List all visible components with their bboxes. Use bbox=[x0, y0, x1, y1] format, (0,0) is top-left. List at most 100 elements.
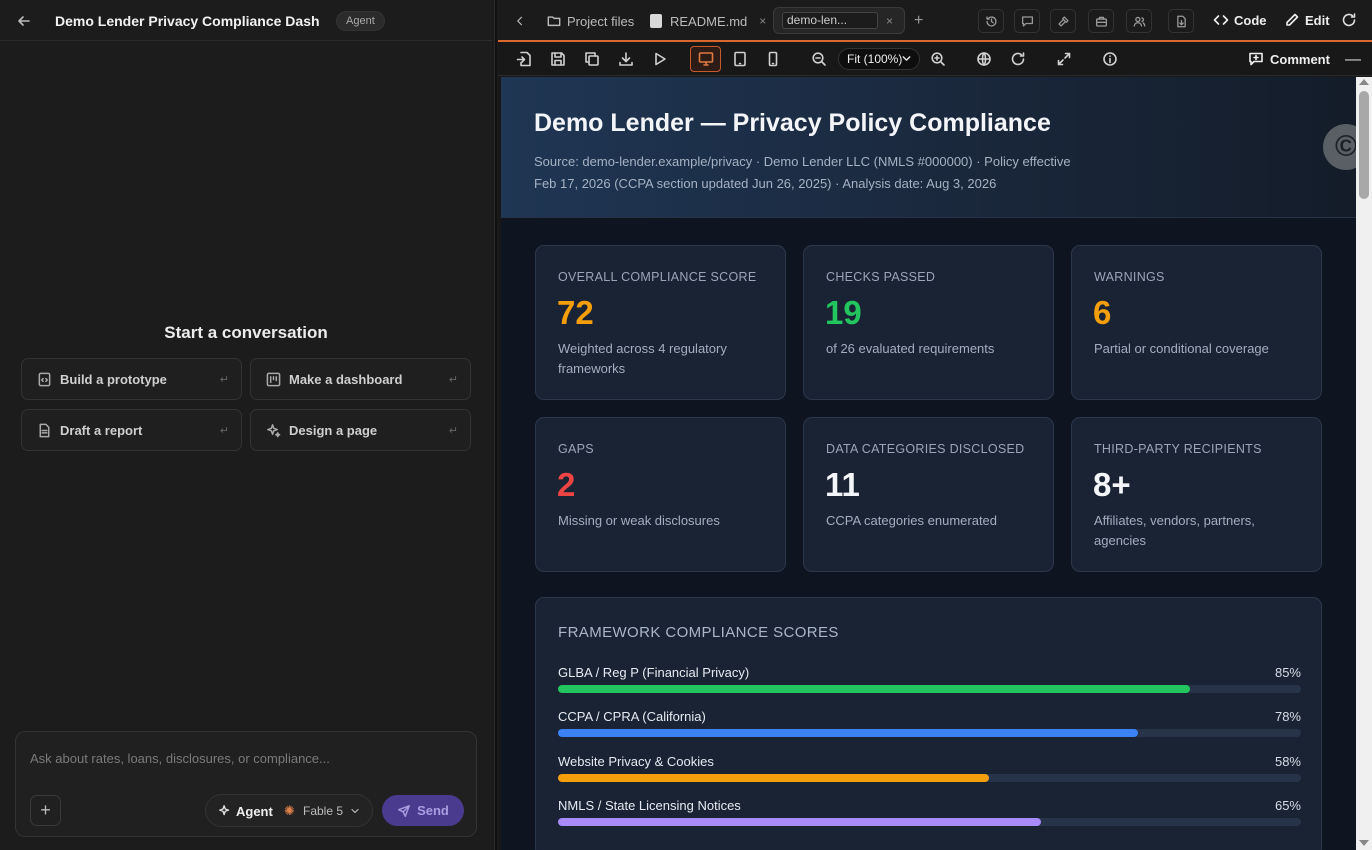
folder-icon bbox=[547, 14, 561, 28]
framework-name: Website Privacy & Cookies bbox=[558, 754, 714, 769]
import-file-icon[interactable] bbox=[515, 50, 533, 68]
kpi-card-third-party-recipients: THIRD-PARTY RECIPIENTS 8+ Affiliates, ve… bbox=[1071, 417, 1322, 572]
minimize-icon[interactable]: — bbox=[1345, 51, 1361, 68]
chevron-down-icon bbox=[349, 805, 361, 817]
globe-icon[interactable] bbox=[975, 50, 993, 68]
agent-model-selector[interactable]: Agent ✺ Fable 5 bbox=[205, 794, 373, 827]
document-icon bbox=[37, 423, 52, 438]
code-label: Code bbox=[1234, 12, 1267, 28]
tab-readme[interactable]: README.md × bbox=[650, 10, 766, 32]
close-icon[interactable]: × bbox=[886, 13, 894, 28]
kpi-value: 8+ bbox=[1093, 466, 1131, 503]
sparkle-icon bbox=[266, 423, 281, 438]
kpi-value: 19 bbox=[825, 294, 862, 331]
preview-scrollbar[interactable] bbox=[1356, 77, 1372, 850]
play-icon[interactable] bbox=[651, 50, 669, 68]
suggestion-label: Draft a report bbox=[60, 423, 143, 438]
scroll-up-icon[interactable] bbox=[1359, 79, 1369, 85]
kpi-subtext: Affiliates, vendors, partners, agencies bbox=[1094, 513, 1255, 548]
copy-icon[interactable] bbox=[583, 50, 601, 68]
users-icon[interactable] bbox=[1126, 9, 1152, 33]
zoom-select[interactable]: Fit (100%) bbox=[838, 48, 920, 70]
save-icon[interactable] bbox=[549, 50, 567, 68]
preview-toolbar: Fit (100%) Comment — bbox=[498, 42, 1372, 76]
suggestion-label: Build a prototype bbox=[60, 372, 167, 387]
chat-icon[interactable] bbox=[1014, 9, 1040, 33]
enter-key-icon: ↵ bbox=[219, 425, 229, 437]
framework-name: NMLS / State Licensing Notices bbox=[558, 798, 741, 813]
edit-label: Edit bbox=[1305, 12, 1330, 28]
kpi-label: OVERALL COMPLIANCE SCORE bbox=[558, 270, 757, 284]
chat-composer: + Agent ✺ Fable 5 Send bbox=[15, 731, 477, 837]
refresh-icon[interactable] bbox=[1341, 12, 1357, 28]
info-icon[interactable] bbox=[1101, 50, 1119, 68]
tablet-view-icon[interactable] bbox=[731, 50, 749, 68]
suggestion-make-dashboard[interactable]: Make a dashboard ↵ bbox=[250, 358, 471, 400]
scrollbar-thumb[interactable] bbox=[1359, 91, 1369, 199]
kpi-card-warnings: WARNINGS 6 Partial or conditional covera… bbox=[1071, 245, 1322, 400]
kpi-subtext: Missing or weak disclosures bbox=[558, 513, 720, 528]
framework-percent: 78% bbox=[1274, 709, 1301, 724]
back-arrow-icon[interactable] bbox=[14, 11, 34, 31]
progress-track bbox=[558, 818, 1301, 826]
framework-percent: 65% bbox=[1274, 798, 1301, 813]
kpi-value: 72 bbox=[557, 294, 594, 331]
comment-button[interactable]: Comment bbox=[1248, 51, 1330, 67]
kpi-label: THIRD-PARTY RECIPIENTS bbox=[1094, 442, 1262, 456]
dashboard-header: Demo Lender — Privacy Policy Compliance … bbox=[501, 77, 1356, 218]
kpi-card-data-categories: DATA CATEGORIES DISCLOSED 11 CCPA catego… bbox=[803, 417, 1054, 572]
add-tab-button[interactable]: + bbox=[914, 12, 924, 29]
suggestion-draft-report[interactable]: Draft a report ↵ bbox=[21, 409, 242, 451]
sparkle-icon bbox=[218, 804, 232, 818]
zoom-label: Fit (100%) bbox=[847, 52, 903, 66]
kpi-card-checks-passed: CHECKS PASSED 19 of 26 evaluated require… bbox=[803, 245, 1054, 400]
code-view-button[interactable]: Code bbox=[1213, 12, 1267, 28]
hammer-icon[interactable] bbox=[1050, 9, 1076, 33]
desktop-view-icon[interactable] bbox=[690, 46, 721, 72]
suggestion-design-page[interactable]: Design a page ↵ bbox=[250, 409, 471, 451]
close-icon[interactable]: × bbox=[759, 14, 767, 28]
floating-logo-icon[interactable]: © bbox=[1323, 124, 1356, 170]
dashboard-meta: Source: demo-lender.example/privacy · De… bbox=[534, 154, 1071, 191]
mode-label: Agent bbox=[236, 804, 273, 819]
chevron-left-icon[interactable] bbox=[512, 10, 528, 32]
kpi-subtext: Partial or conditional coverage bbox=[1094, 341, 1269, 356]
model-burst-icon: ✺ bbox=[284, 803, 295, 818]
file-icon bbox=[650, 14, 662, 28]
pane-resize-handle[interactable] bbox=[494, 0, 497, 850]
empty-state-title: Start a conversation bbox=[164, 323, 328, 342]
send-button[interactable]: Send bbox=[382, 795, 464, 826]
enter-key-icon: ↵ bbox=[448, 374, 458, 386]
progress-fill bbox=[558, 685, 1190, 693]
download-icon[interactable] bbox=[617, 50, 635, 68]
tab-active-preview[interactable]: demo-len... × bbox=[773, 7, 905, 34]
comment-icon bbox=[1248, 51, 1270, 67]
reload-icon[interactable] bbox=[1009, 50, 1027, 68]
framework-percent: 85% bbox=[1274, 665, 1301, 680]
tab-project-files[interactable]: Project files bbox=[547, 10, 634, 32]
edit-button[interactable]: Edit bbox=[1284, 12, 1330, 28]
framework-row: GLBA / Reg P (Financial Privacy) 85% bbox=[558, 665, 1301, 695]
add-attachment-button[interactable]: + bbox=[30, 795, 61, 826]
zoom-out-icon[interactable] bbox=[810, 50, 828, 68]
briefcase-icon[interactable] bbox=[1088, 9, 1114, 33]
file-export-icon[interactable] bbox=[1168, 9, 1194, 33]
mobile-view-icon[interactable] bbox=[764, 50, 782, 68]
expand-icon[interactable] bbox=[1055, 50, 1073, 68]
suggestion-build-prototype[interactable]: Build a prototype ↵ bbox=[21, 358, 242, 400]
kpi-subtext: Weighted across 4 regulatory frameworks bbox=[558, 341, 727, 376]
progress-fill bbox=[558, 774, 989, 782]
framework-name: CCPA / CPRA (California) bbox=[558, 709, 706, 724]
zoom-in-icon[interactable] bbox=[929, 50, 947, 68]
progress-track bbox=[558, 729, 1301, 737]
chat-input[interactable] bbox=[16, 732, 476, 784]
kpi-label: WARNINGS bbox=[1094, 270, 1165, 284]
code-brackets-icon bbox=[1213, 12, 1234, 28]
suggestion-label: Make a dashboard bbox=[289, 372, 403, 387]
scroll-down-icon[interactable] bbox=[1359, 840, 1369, 846]
plus-icon: + bbox=[40, 800, 51, 820]
framework-row: NMLS / State Licensing Notices 65% bbox=[558, 798, 1301, 828]
history-icon[interactable] bbox=[978, 9, 1004, 33]
kpi-subtext: CCPA categories enumerated bbox=[826, 513, 998, 528]
progress-track bbox=[558, 774, 1301, 782]
